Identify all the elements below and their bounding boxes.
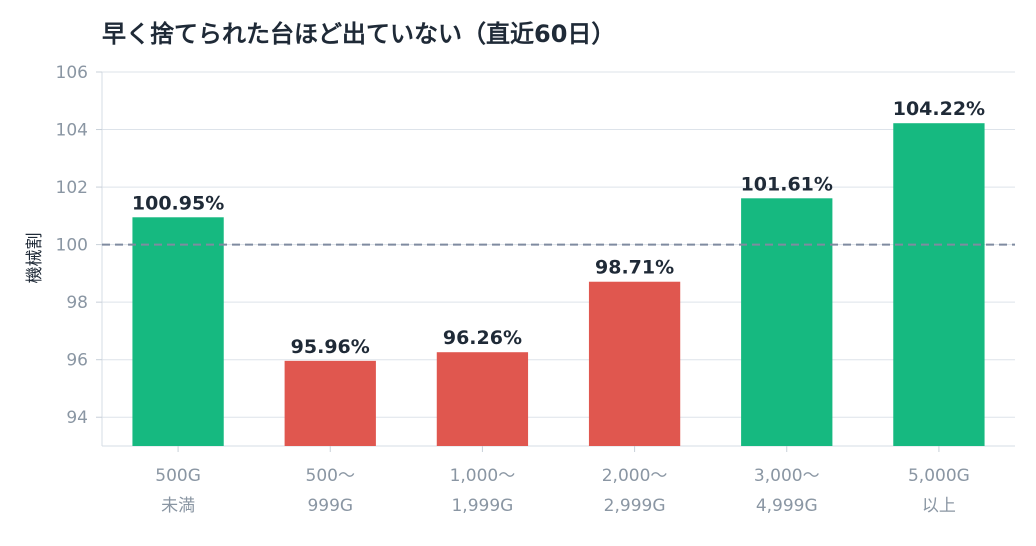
data-labels: 100.95% 95.96% 96.26% 98.71% 101.61% 104.22%	[132, 98, 985, 358]
y-tick-label: 100	[56, 236, 88, 256]
data-label: 100.95%	[132, 192, 224, 214]
x-tick-label: 未満	[161, 496, 195, 516]
bar	[436, 352, 529, 446]
bar	[741, 198, 833, 446]
bar	[132, 217, 224, 446]
grid-lines	[101, 71, 1015, 447]
y-tick-label: 94	[66, 408, 88, 428]
data-label: 104.22%	[893, 98, 985, 120]
x-tick-label: 4,999G	[756, 496, 818, 516]
x-tick-label: 1,000〜	[450, 466, 516, 486]
bar	[893, 123, 985, 446]
bar	[284, 360, 376, 446]
y-axis-label: 機械割	[25, 233, 45, 284]
x-tick-label: 3,000〜	[754, 466, 820, 486]
bars	[132, 123, 985, 446]
y-tick-label: 106	[56, 63, 88, 83]
bar	[588, 281, 681, 446]
y-tick-label: 98	[66, 293, 88, 313]
data-label: 101.61%	[741, 173, 833, 195]
y-axis-ticks: 94 96 98 100 102 104 106	[56, 63, 102, 428]
y-tick-label: 104	[56, 121, 88, 141]
x-tick-label: 2,000〜	[602, 466, 668, 486]
data-label: 96.26%	[443, 327, 522, 349]
x-tick-label: 999G	[307, 496, 353, 516]
chart-title: 早く捨てられた台ほど出ていない（直近60日）	[102, 20, 615, 48]
y-tick-label: 96	[66, 351, 88, 371]
x-tick-label: 2,999G	[604, 496, 666, 516]
x-tick-label: 以上	[922, 496, 956, 516]
x-axis-ticks: 500G 未満 500〜 999G 1,000〜 1,999G 2,000〜 2,999G 3,…	[155, 446, 970, 516]
x-tick-label: 500G	[155, 466, 201, 486]
x-tick-label: 5,000G	[908, 466, 970, 486]
data-label: 98.71%	[595, 257, 674, 279]
x-tick-label: 1,999G	[451, 496, 513, 516]
x-tick-label: 500〜	[306, 466, 355, 486]
y-tick-label: 102	[56, 178, 88, 198]
data-label: 95.96%	[291, 336, 370, 358]
